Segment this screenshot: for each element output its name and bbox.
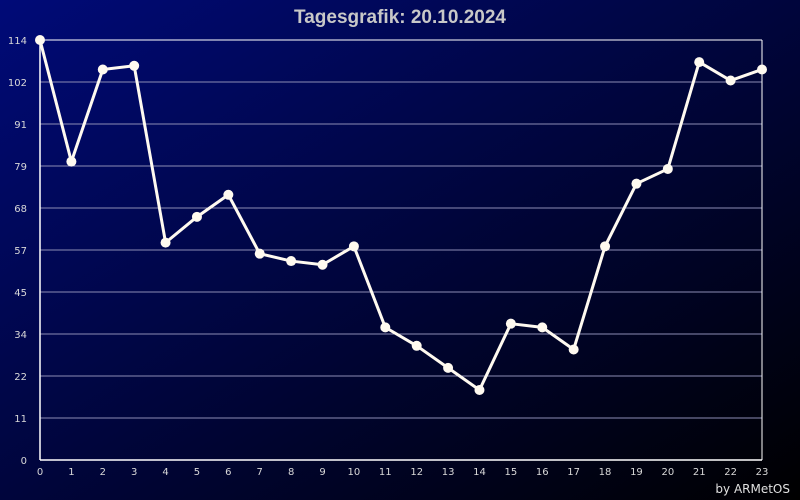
- x-tick-label: 21: [693, 467, 706, 478]
- x-tick-label: 4: [162, 467, 168, 478]
- y-tick-label: 22: [14, 372, 27, 383]
- data-point: [129, 60, 140, 71]
- x-tick-label: 2: [100, 467, 106, 478]
- data-point: [631, 178, 642, 189]
- data-point: [97, 64, 108, 75]
- data-point: [254, 248, 265, 259]
- data-point: [600, 241, 611, 252]
- credit-label: by ARMetOS: [715, 482, 790, 496]
- y-tick-label: 102: [8, 78, 27, 89]
- y-tick-label: 11: [14, 414, 27, 425]
- data-point: [286, 256, 297, 267]
- data-point: [757, 64, 767, 75]
- x-tick-label: 3: [131, 467, 137, 478]
- grid-lines: [40, 81, 762, 419]
- y-tick-label: 57: [14, 246, 27, 257]
- data-point: [66, 156, 77, 167]
- x-tick-label: 1: [68, 467, 74, 478]
- x-tick-label: 18: [599, 467, 612, 478]
- data-point: [662, 163, 673, 174]
- data-point: [443, 362, 454, 373]
- data-point: [694, 57, 705, 68]
- x-tick-label: 20: [661, 467, 674, 478]
- y-tick-label: 91: [14, 120, 27, 131]
- data-point: [505, 318, 516, 329]
- data-point: [380, 322, 391, 333]
- y-tick-label: 114: [8, 36, 27, 47]
- chart-title: Tagesgrafik: 20.10.2024: [294, 7, 506, 28]
- y-tick-label: 45: [14, 288, 27, 299]
- data-point: [725, 75, 736, 86]
- series-line: [38, 38, 764, 392]
- x-tick-label: 19: [630, 467, 643, 478]
- x-tick-label: 15: [505, 467, 518, 478]
- data-point: [191, 211, 202, 222]
- data-point: [411, 340, 422, 351]
- x-axis-ticks: 0 1 2 3 4 5 6 7 8 9 10 11 12 13 14 15 16 17 18 19 20 21 22 23: [37, 467, 769, 478]
- x-tick-label: 10: [348, 467, 361, 478]
- x-tick-label: 8: [288, 467, 294, 478]
- x-tick-label: 0: [37, 467, 43, 478]
- x-tick-label: 5: [194, 467, 200, 478]
- y-tick-label: 68: [14, 204, 27, 215]
- x-tick-label: 17: [567, 467, 580, 478]
- y-tick-label: 0: [21, 456, 27, 467]
- y-axis-ticks: 0 11 22 34 45 57 68 79 91 102 114: [8, 36, 27, 467]
- x-tick-label: 6: [225, 467, 231, 478]
- y-tick-label: 79: [14, 162, 27, 173]
- data-point: [348, 241, 359, 252]
- data-point: [474, 385, 485, 395]
- data-point: [568, 344, 579, 355]
- x-tick-label: 11: [379, 467, 392, 478]
- data-point: [160, 237, 171, 248]
- data-series: [35, 35, 767, 395]
- x-tick-label: 22: [724, 467, 737, 478]
- x-tick-label: 23: [756, 467, 769, 478]
- x-tick-label: 16: [536, 467, 549, 478]
- x-tick-label: 9: [319, 467, 325, 478]
- data-point: [35, 35, 45, 45]
- x-tick-label: 12: [410, 467, 423, 478]
- data-point: [223, 189, 234, 200]
- data-point: [317, 259, 328, 270]
- x-tick-label: 13: [442, 467, 455, 478]
- x-tick-label: 14: [473, 467, 486, 478]
- y-tick-label: 34: [14, 330, 27, 341]
- plot-frame: [39, 39, 763, 461]
- data-point: [537, 322, 548, 333]
- x-tick-label: 7: [257, 467, 263, 478]
